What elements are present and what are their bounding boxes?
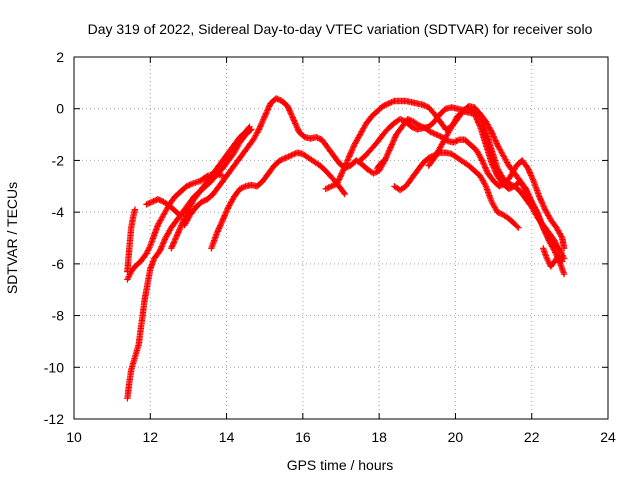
series-arc-5 [168,123,253,252]
series-marks [181,95,568,252]
series-marks [208,149,348,252]
series-marks [124,206,139,275]
series-arc-13 [540,245,566,270]
series-arc-12 [425,102,568,278]
series-marks [168,123,253,252]
series-marks [374,157,389,172]
x-axis-ticks: 10 12 14 16 18 20 22 24 [66,57,616,445]
x-tick-label: 22 [524,429,540,445]
series-marks [124,126,255,402]
y-tick-label: -2 [52,152,65,168]
y-tick-label: -12 [44,411,64,427]
series-marks [540,245,566,270]
x-tick-label: 18 [371,429,387,445]
x-tick-label: 20 [448,429,464,445]
series-marks [425,102,568,278]
series-arc-10 [374,157,389,172]
y-tick-label: -6 [52,256,65,272]
y-tick-label: 2 [56,49,64,65]
y-axis-ticks: 2 0 -2 -4 -6 -8 -10 -12 [44,49,608,427]
x-axis-label: GPS time / hours [287,457,394,473]
y-axis-label: SDTVAR / TECUs [4,182,20,294]
y-tick-label: 0 [56,101,64,117]
data-points [124,95,568,402]
x-tick-label: 24 [600,429,616,445]
y-tick-label: -10 [44,359,64,375]
x-tick-label: 14 [219,429,235,445]
chart-title: Day 319 of 2022, Sidereal Day-to-day VTE… [88,21,593,37]
y-tick-label: -8 [52,308,65,324]
series-arc-1 [124,206,139,275]
x-tick-label: 10 [66,429,82,445]
series-arc-6 [181,95,568,252]
series-arc-2 [124,126,255,402]
x-tick-label: 16 [295,429,311,445]
plot-frame [73,56,609,420]
series-marks [143,196,184,220]
series-arc-7 [208,149,348,252]
x-tick-label: 12 [142,429,158,445]
y-tick-label: -4 [52,204,65,220]
series-arc-4 [143,196,184,220]
